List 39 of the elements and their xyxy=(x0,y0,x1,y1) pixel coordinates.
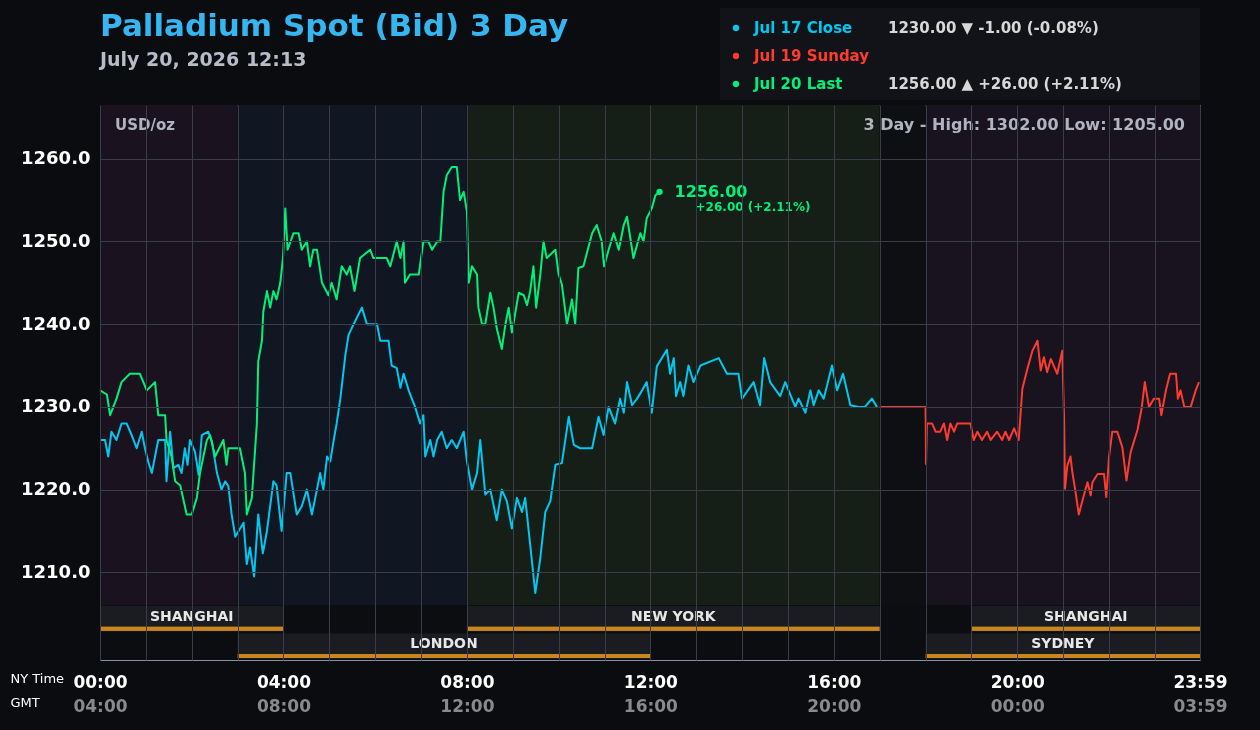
text: 1256.00 ▲ +26.00 (+2.11%) xyxy=(888,75,1122,93)
x2-tick-label: 04:00 xyxy=(73,695,128,716)
x2-axis-title: GMT xyxy=(10,694,40,710)
chart-subtitle: July 20, 2026 12:13 xyxy=(98,48,307,70)
text: 1230.00 ▼ -1.00 (-0.08%) xyxy=(888,19,1099,37)
x2-tick-label: 20:00 xyxy=(807,695,862,716)
line-series xyxy=(99,306,878,594)
x-tick-label: 08:00 xyxy=(440,671,495,692)
legend-label: Jul 17 Close xyxy=(753,19,853,37)
y-tick-label: 1230.0 xyxy=(21,395,91,417)
annotation: 1256.00 xyxy=(674,181,748,201)
x-tick-label: 16:00 xyxy=(807,671,862,692)
band-label: SYDNEY xyxy=(1031,635,1096,652)
y-tick-label: 1260.0 xyxy=(21,147,91,169)
legend-label: Jul 20 Last xyxy=(753,75,843,93)
chart-title: Palladium Spot (Bid) 3 Day xyxy=(100,7,569,43)
y-axis-title: USD/oz xyxy=(115,116,176,134)
annotation: +26.00 (+2.11%) xyxy=(695,199,811,214)
band-label: SHANGHAI xyxy=(149,607,234,624)
y-tick-label: 1220.0 xyxy=(21,478,91,500)
y-tick-label: 1240.0 xyxy=(21,312,91,334)
x-tick-label: 23:59 xyxy=(1173,671,1228,692)
x-axis-title: NY Time xyxy=(10,670,65,686)
x2-tick-label: 03:59 xyxy=(1173,695,1228,716)
x2-tick-label: 12:00 xyxy=(440,695,495,716)
x-tick-label: 04:00 xyxy=(256,671,312,692)
y-tick-label: 1250.0 xyxy=(21,229,91,251)
x-tick-label: 00:00 xyxy=(73,671,128,692)
line-series xyxy=(878,339,1200,516)
x-tick-label: 12:00 xyxy=(623,671,679,692)
band-label: NEW YORK xyxy=(630,607,717,624)
annotation: 3 Day - High: 1302.00 Low: 1205.00 xyxy=(863,115,1185,134)
band-label: SHANGHAI xyxy=(1043,607,1128,624)
x-tick-label: 20:00 xyxy=(990,671,1046,692)
y-tick-label: 1210.0 xyxy=(21,560,91,582)
x2-tick-label: 00:00 xyxy=(990,695,1046,716)
x2-tick-label: 16:00 xyxy=(623,695,679,716)
x2-tick-label: 08:00 xyxy=(256,695,312,716)
legend-label: Jul 19 Sunday xyxy=(753,47,870,65)
